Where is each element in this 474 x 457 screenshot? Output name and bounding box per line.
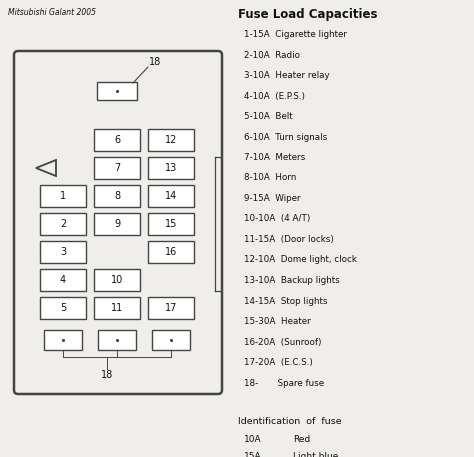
Text: 4: 4 [60, 275, 66, 285]
Text: 9: 9 [114, 219, 120, 229]
Text: 15A: 15A [244, 452, 262, 457]
Text: 5-10A  Belt: 5-10A Belt [244, 112, 292, 121]
Text: 12: 12 [165, 135, 177, 145]
Bar [148, 297, 194, 319]
Text: 14: 14 [165, 191, 177, 201]
Bar [98, 82, 137, 101]
Text: 1: 1 [60, 191, 66, 201]
Bar [94, 129, 140, 151]
Text: 10A: 10A [244, 435, 262, 444]
Text: 11: 11 [111, 303, 123, 313]
Text: Identification  of  fuse: Identification of fuse [238, 417, 342, 426]
Text: 17-20A  (E.C.S.): 17-20A (E.C.S.) [244, 358, 313, 367]
Text: Red: Red [293, 435, 310, 444]
Bar [148, 129, 194, 151]
Text: 8-10A  Horn: 8-10A Horn [244, 174, 296, 182]
Text: 4-10A  (E.P.S.): 4-10A (E.P.S.) [244, 91, 305, 101]
Text: 10-10A  (4 A/T): 10-10A (4 A/T) [244, 214, 310, 223]
Text: Fuse Load Capacities: Fuse Load Capacities [238, 8, 377, 21]
Text: Mitsubishi Galant 2005: Mitsubishi Galant 2005 [8, 8, 96, 17]
Text: 6-10A  Turn signals: 6-10A Turn signals [244, 133, 327, 142]
Text: 7-10A  Meters: 7-10A Meters [244, 153, 305, 162]
FancyBboxPatch shape [14, 51, 222, 394]
Bar [94, 297, 140, 319]
Text: 13: 13 [165, 163, 177, 173]
Text: 12-10A  Dome light, clock: 12-10A Dome light, clock [244, 255, 357, 265]
Bar [94, 213, 140, 235]
Bar [94, 157, 140, 179]
Text: 18: 18 [101, 370, 113, 380]
Text: 3: 3 [60, 247, 66, 257]
Text: 2-10A  Radio: 2-10A Radio [244, 51, 300, 59]
Text: 7: 7 [114, 163, 120, 173]
Text: 11-15A  (Door locks): 11-15A (Door locks) [244, 235, 334, 244]
Text: 8: 8 [114, 191, 120, 201]
Text: 15: 15 [165, 219, 177, 229]
Text: 14-15A  Stop lights: 14-15A Stop lights [244, 297, 328, 305]
Text: 16: 16 [165, 247, 177, 257]
Text: 2: 2 [60, 219, 66, 229]
Bar [98, 330, 136, 350]
Text: 18: 18 [149, 57, 161, 67]
Text: 15-30A  Heater: 15-30A Heater [244, 317, 311, 326]
Bar [40, 269, 86, 291]
Bar [148, 241, 194, 263]
Text: 18-       Spare fuse: 18- Spare fuse [244, 378, 324, 388]
Bar [148, 213, 194, 235]
Bar [148, 185, 194, 207]
Text: 6: 6 [114, 135, 120, 145]
Text: 10: 10 [111, 275, 123, 285]
Bar [44, 330, 82, 350]
Text: 16-20A  (Sunroof): 16-20A (Sunroof) [244, 338, 321, 346]
Text: 3-10A  Heater relay: 3-10A Heater relay [244, 71, 329, 80]
Bar [152, 330, 190, 350]
Text: 13-10A  Backup lights: 13-10A Backup lights [244, 276, 340, 285]
Text: 5: 5 [60, 303, 66, 313]
Text: 1-15A  Cigarette lighter: 1-15A Cigarette lighter [244, 30, 347, 39]
Bar [40, 297, 86, 319]
Text: 17: 17 [165, 303, 177, 313]
Bar [148, 157, 194, 179]
Bar [94, 269, 140, 291]
Bar [40, 241, 86, 263]
Bar [94, 185, 140, 207]
Bar [40, 185, 86, 207]
Text: Light blue: Light blue [293, 452, 338, 457]
Bar [40, 213, 86, 235]
Text: 9-15A  Wiper: 9-15A Wiper [244, 194, 301, 203]
